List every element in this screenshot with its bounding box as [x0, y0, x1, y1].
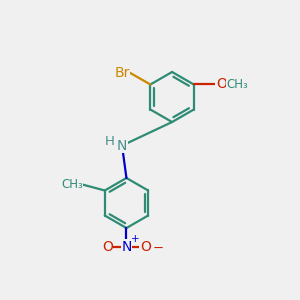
- Text: O: O: [102, 240, 113, 254]
- Text: CH₃: CH₃: [61, 178, 83, 191]
- Text: CH₃: CH₃: [226, 78, 248, 91]
- Text: O: O: [217, 77, 228, 92]
- Text: Br: Br: [114, 66, 130, 80]
- Text: O: O: [140, 240, 151, 254]
- Text: H: H: [105, 135, 115, 148]
- Text: −: −: [153, 242, 164, 255]
- Text: +: +: [131, 234, 140, 244]
- Text: O: O: [216, 77, 227, 92]
- Text: N: N: [121, 240, 132, 254]
- Text: N: N: [117, 139, 127, 153]
